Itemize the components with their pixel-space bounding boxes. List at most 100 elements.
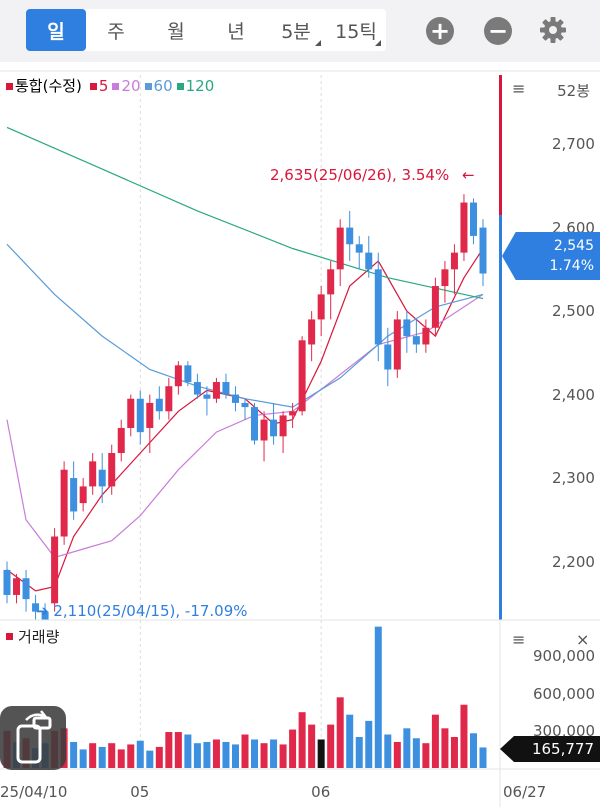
volume-bar: [298, 712, 306, 768]
legend-swatch: [144, 82, 152, 90]
minus-icon: −: [487, 17, 509, 45]
date-tick-label: 06/27: [503, 783, 547, 801]
volume-bar: [203, 741, 211, 768]
legend-ma-20: 20: [112, 77, 141, 95]
tab-0[interactable]: 일: [26, 9, 86, 51]
period-toolbar: 일 주 월 년 5분 15틱 + −: [0, 0, 600, 62]
tab-3[interactable]: 년: [206, 9, 266, 51]
volume-bar: [374, 626, 382, 768]
volume-bar: [317, 739, 325, 768]
legend-ma-label: 120: [185, 76, 215, 95]
candle: [146, 394, 154, 454]
candle: [403, 311, 411, 353]
candle: [79, 478, 87, 512]
volume-tick-label: 900,000: [533, 647, 596, 666]
tab-1[interactable]: 주: [86, 9, 146, 51]
zoom-in-button[interactable]: +: [426, 17, 454, 45]
rotate-screen-button[interactable]: [0, 706, 66, 770]
candle: [279, 411, 287, 454]
price-menu-icon[interactable]: ≡: [512, 79, 526, 98]
dropdown-corner-icon: [375, 40, 381, 46]
candle: [260, 411, 268, 462]
volume-bar: [222, 741, 230, 768]
candle: [412, 319, 420, 353]
candle: [174, 361, 182, 395]
tab-label: 주: [107, 20, 125, 43]
volume-bar: [127, 744, 135, 768]
candle: [89, 453, 97, 495]
volume-bar: [146, 750, 154, 768]
candle: [3, 561, 11, 604]
volume-menu-icon[interactable]: ≡: [512, 630, 526, 649]
candle-count-label: 52봉: [557, 82, 590, 100]
tab-label: 5분: [281, 20, 311, 43]
date-tick-label: 05: [130, 783, 150, 801]
right-arrow-icon: ➔: [36, 602, 49, 620]
ma-line-20: [6, 293, 484, 559]
candle: [51, 528, 59, 612]
candle: [155, 386, 163, 420]
candle: [327, 260, 335, 320]
volume-bar: [108, 743, 116, 768]
left-arrow-icon: ←: [461, 166, 475, 184]
candle: [422, 319, 430, 353]
candle: [117, 419, 125, 462]
legend-swatch: [176, 82, 184, 90]
tab-label: 년: [227, 20, 245, 43]
ma-line-5: [6, 248, 484, 592]
settings-button[interactable]: [538, 15, 568, 45]
candle: [479, 219, 487, 287]
candle: [32, 594, 40, 620]
date-tick-label: 25/04/10: [0, 783, 68, 801]
volume-bar: [460, 704, 468, 768]
volume-bar: [70, 741, 78, 768]
low-annotation-text: 2,110(25/04/15), -17.09%: [53, 602, 248, 620]
candle: [184, 361, 192, 387]
tab-5[interactable]: 15틱: [326, 9, 386, 51]
tab-2[interactable]: 월: [146, 9, 206, 51]
candle: [193, 373, 201, 399]
price-tick-label: 2,300: [552, 469, 595, 488]
legend-main: 통합(수정): [6, 75, 82, 96]
candle: [460, 194, 468, 261]
volume-bar: [289, 729, 297, 768]
candle: [127, 394, 135, 437]
volume-bar: [165, 732, 173, 768]
candle: [241, 398, 249, 420]
volume-bar: [260, 743, 268, 768]
volume-bar: [155, 746, 163, 768]
tab-4[interactable]: 5분: [266, 9, 326, 51]
volume-bar: [384, 734, 392, 768]
candle: [136, 390, 144, 445]
plus-icon: +: [429, 17, 451, 45]
candle: [393, 311, 401, 378]
volume-bar: [327, 724, 335, 768]
volume-bar: [479, 747, 487, 768]
volume-bar: [212, 739, 220, 768]
rotate-icon: [16, 710, 52, 764]
current-volume: 165,777: [531, 740, 594, 758]
close-icon[interactable]: ×: [576, 630, 590, 649]
candle: [41, 603, 49, 620]
volume-bar: [79, 749, 87, 768]
volume-bar: [355, 737, 363, 768]
candle: [346, 210, 354, 261]
current-volume-tag: 165,777: [500, 736, 600, 762]
price-tick-label: 2,700: [552, 135, 595, 154]
date-tick-label: 06: [311, 783, 331, 801]
price-tick-label: 2,500: [552, 302, 595, 321]
ma-legend: 5 20 60 120: [89, 76, 218, 95]
legend-ma-label: 5: [98, 76, 109, 95]
candle: [13, 574, 21, 604]
legend-swatch: [89, 82, 97, 90]
candle: [22, 569, 30, 612]
candle: [317, 286, 325, 337]
high-annotation: 2,635(25/06/26), 3.54% ←: [270, 166, 475, 184]
candle: [165, 377, 173, 420]
zoom-out-button[interactable]: −: [484, 17, 512, 45]
volume-bar: [251, 739, 259, 768]
volume-swatch: [6, 633, 13, 640]
volume-bar: [412, 738, 420, 768]
price-chart[interactable]: [0, 0, 600, 620]
